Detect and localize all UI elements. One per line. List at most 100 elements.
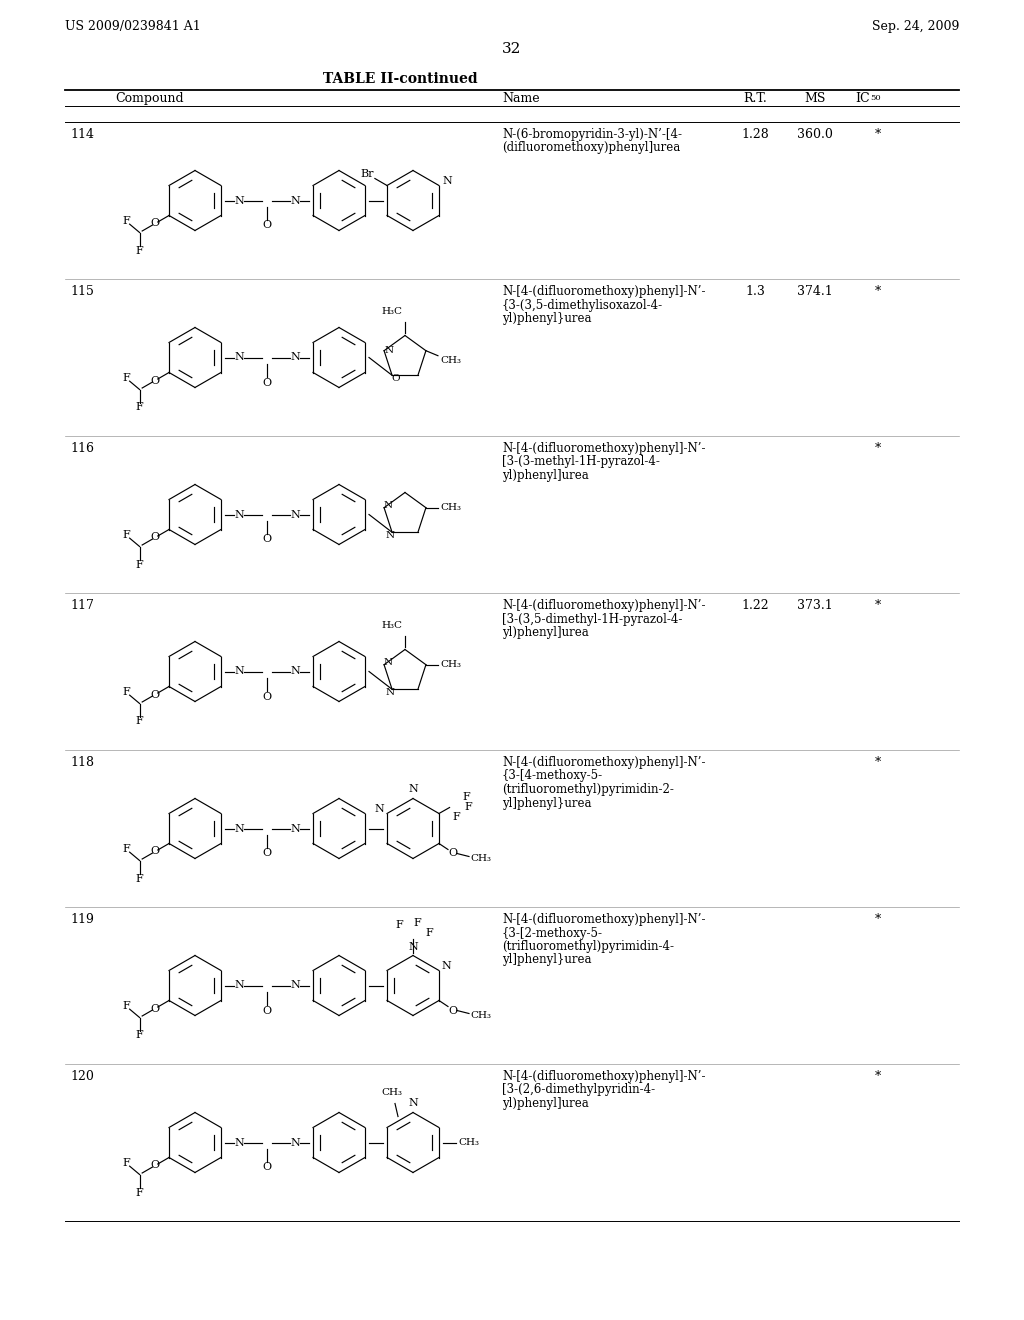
- Text: yl)phenyl]urea: yl)phenyl]urea: [502, 626, 589, 639]
- Text: N: N: [290, 824, 300, 833]
- Text: 50: 50: [870, 94, 881, 102]
- Text: R.T.: R.T.: [743, 92, 767, 106]
- Text: N: N: [385, 688, 394, 697]
- Text: F: F: [425, 928, 433, 939]
- Text: N: N: [234, 667, 244, 676]
- Text: F: F: [136, 403, 143, 412]
- Text: N: N: [234, 981, 244, 990]
- Text: N: N: [375, 804, 384, 814]
- Text: F: F: [136, 717, 143, 726]
- Text: CH₃: CH₃: [440, 356, 461, 366]
- Text: yl]phenyl}urea: yl]phenyl}urea: [502, 953, 592, 966]
- Text: *: *: [874, 442, 881, 455]
- Text: N: N: [442, 176, 453, 186]
- Text: (difluoromethoxy)phenyl]urea: (difluoromethoxy)phenyl]urea: [502, 141, 680, 154]
- Text: Compound: Compound: [115, 92, 183, 106]
- Text: F: F: [136, 874, 143, 883]
- Text: Sep. 24, 2009: Sep. 24, 2009: [871, 20, 959, 33]
- Text: yl]phenyl}urea: yl]phenyl}urea: [502, 796, 592, 809]
- Text: 373.1: 373.1: [797, 599, 833, 612]
- Text: H₃C: H₃C: [381, 308, 402, 315]
- Text: O: O: [151, 846, 160, 857]
- Text: O: O: [262, 1163, 271, 1172]
- Text: Br: Br: [360, 169, 374, 180]
- Text: 117: 117: [70, 599, 94, 612]
- Text: F: F: [465, 801, 472, 812]
- Text: (trifluoromethyl)pyrimidin-2-: (trifluoromethyl)pyrimidin-2-: [502, 783, 674, 796]
- Text: N: N: [385, 531, 394, 540]
- Text: CH₃: CH₃: [440, 660, 461, 669]
- Text: O: O: [151, 1160, 160, 1171]
- Text: {3-[4-methoxy-5-: {3-[4-methoxy-5-: [502, 770, 603, 783]
- Text: N: N: [442, 961, 452, 972]
- Text: F: F: [122, 686, 130, 697]
- Text: 119: 119: [70, 913, 94, 927]
- Text: *: *: [874, 1071, 881, 1082]
- Text: N: N: [234, 352, 244, 363]
- Text: IC: IC: [855, 92, 869, 106]
- Text: N: N: [234, 195, 244, 206]
- Text: F: F: [136, 560, 143, 569]
- Text: F: F: [122, 374, 130, 383]
- Text: F: F: [136, 1188, 143, 1197]
- Text: F: F: [413, 919, 421, 928]
- Text: F: F: [136, 1031, 143, 1040]
- Text: N: N: [234, 510, 244, 520]
- Text: 1.3: 1.3: [745, 285, 765, 298]
- Text: F: F: [395, 920, 402, 931]
- Text: *: *: [874, 756, 881, 770]
- Text: N: N: [290, 352, 300, 363]
- Text: O: O: [151, 375, 160, 385]
- Text: H₃C: H₃C: [381, 620, 402, 630]
- Text: N-(6-bromopyridin-3-yl)-N’-[4-: N-(6-bromopyridin-3-yl)-N’-[4-: [502, 128, 682, 141]
- Text: yl)phenyl]urea: yl)phenyl]urea: [502, 469, 589, 482]
- Text: F: F: [122, 1001, 130, 1011]
- Text: 115: 115: [70, 285, 94, 298]
- Text: *: *: [874, 599, 881, 612]
- Text: F: F: [122, 843, 130, 854]
- Text: yl)phenyl}urea: yl)phenyl}urea: [502, 312, 592, 325]
- Text: N: N: [409, 1097, 418, 1107]
- Text: [3-(3-methyl-1H-pyrazol-4-: [3-(3-methyl-1H-pyrazol-4-: [502, 455, 659, 469]
- Text: 1.28: 1.28: [741, 128, 769, 141]
- Text: O: O: [151, 219, 160, 228]
- Text: 116: 116: [70, 442, 94, 455]
- Text: N-[4-(difluoromethoxy)phenyl]-N’-: N-[4-(difluoromethoxy)phenyl]-N’-: [502, 913, 706, 927]
- Text: CH₃: CH₃: [470, 1011, 490, 1020]
- Text: F: F: [122, 216, 130, 226]
- Text: O: O: [262, 849, 271, 858]
- Text: N-[4-(difluoromethoxy)phenyl]-N’-: N-[4-(difluoromethoxy)phenyl]-N’-: [502, 756, 706, 770]
- Text: O: O: [262, 692, 271, 701]
- Text: F: F: [463, 792, 470, 801]
- Text: 1.22: 1.22: [741, 599, 769, 612]
- Text: F: F: [122, 1158, 130, 1168]
- Text: O: O: [151, 532, 160, 543]
- Text: O: O: [392, 374, 400, 383]
- Text: O: O: [151, 1003, 160, 1014]
- Text: 32: 32: [503, 42, 521, 55]
- Text: O: O: [151, 689, 160, 700]
- Text: 114: 114: [70, 128, 94, 141]
- Text: 374.1: 374.1: [797, 285, 833, 298]
- Text: F: F: [453, 812, 461, 821]
- Text: [3-(2,6-dimethylpyridin-4-: [3-(2,6-dimethylpyridin-4-: [502, 1084, 655, 1097]
- Text: 120: 120: [70, 1071, 94, 1082]
- Text: yl)phenyl]urea: yl)phenyl]urea: [502, 1097, 589, 1110]
- Text: [3-(3,5-dimethyl-1H-pyrazol-4-: [3-(3,5-dimethyl-1H-pyrazol-4-: [502, 612, 682, 626]
- Text: O: O: [262, 535, 271, 544]
- Text: Name: Name: [502, 92, 540, 106]
- Text: N-[4-(difluoromethoxy)phenyl]-N’-: N-[4-(difluoromethoxy)phenyl]-N’-: [502, 1071, 706, 1082]
- Text: {3-(3,5-dimethylisoxazol-4-: {3-(3,5-dimethylisoxazol-4-: [502, 298, 664, 312]
- Text: CH₃: CH₃: [470, 854, 490, 863]
- Text: CH₃: CH₃: [382, 1088, 402, 1097]
- Text: O: O: [262, 220, 271, 231]
- Text: N: N: [290, 667, 300, 676]
- Text: O: O: [449, 1006, 458, 1015]
- Text: *: *: [874, 913, 881, 927]
- Text: N: N: [409, 784, 418, 795]
- Text: O: O: [449, 849, 458, 858]
- Text: 118: 118: [70, 756, 94, 770]
- Text: N: N: [290, 1138, 300, 1147]
- Text: N: N: [385, 346, 393, 355]
- Text: N-[4-(difluoromethoxy)phenyl]-N’-: N-[4-(difluoromethoxy)phenyl]-N’-: [502, 442, 706, 455]
